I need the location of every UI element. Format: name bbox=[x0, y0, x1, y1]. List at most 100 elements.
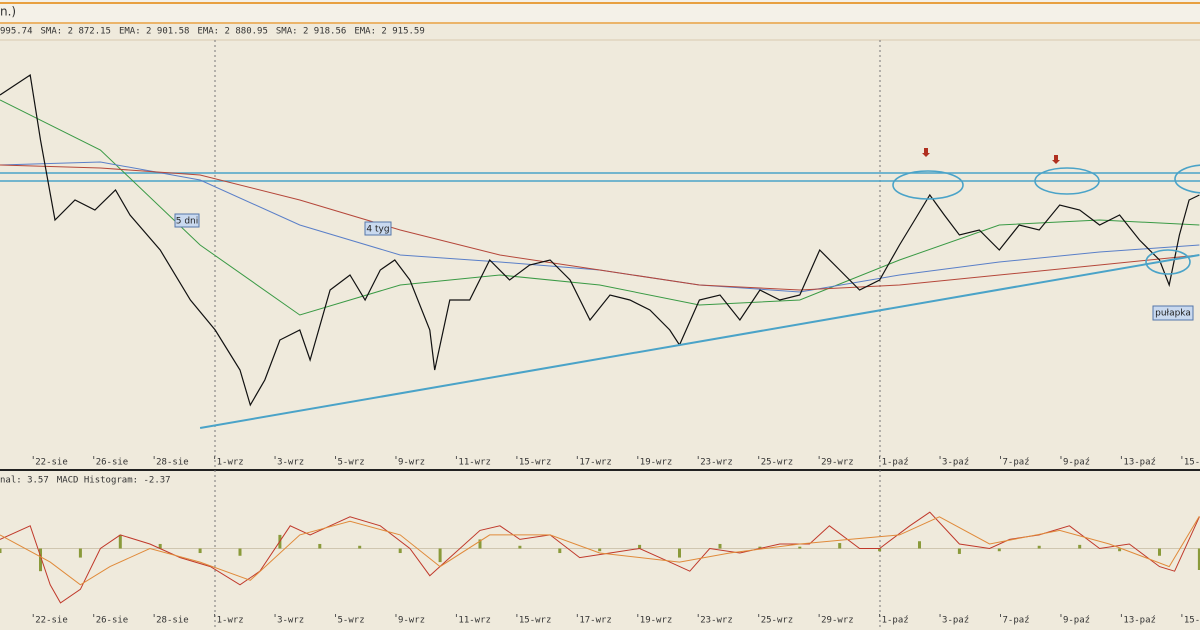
histogram-bar bbox=[838, 543, 842, 549]
histogram-bar bbox=[78, 548, 82, 558]
histogram-bar bbox=[238, 548, 242, 556]
x-tick-label: 9-paź bbox=[1063, 616, 1090, 626]
x-tick-label: 23-wrz bbox=[700, 458, 733, 468]
label-box bbox=[364, 221, 392, 236]
series-line bbox=[0, 99, 1200, 316]
x-tick-label: 1-wrz bbox=[217, 458, 244, 468]
x-tick-label: 15-wrz bbox=[519, 458, 552, 468]
label-box bbox=[1152, 305, 1194, 321]
x-tick-label: 11-wrz bbox=[458, 616, 491, 626]
ellipse bbox=[1034, 167, 1100, 195]
series-line bbox=[0, 164, 1200, 291]
series-line bbox=[0, 515, 1200, 586]
x-tick-label: 13-paź bbox=[1123, 616, 1156, 626]
x-tick-label: 7-paź bbox=[1003, 616, 1030, 626]
x-tick-label: 9-wrz bbox=[398, 458, 425, 468]
indicator-value: SMA: 2 872.15 bbox=[41, 27, 111, 37]
x-tick-label: 28-sie bbox=[156, 458, 189, 468]
x-tick-label: 3-paź bbox=[942, 458, 969, 468]
histogram-bar bbox=[518, 545, 522, 549]
indicator-value: 995.74 bbox=[0, 27, 33, 37]
histogram-bar bbox=[158, 543, 162, 549]
histogram-bar bbox=[718, 543, 722, 549]
trendline bbox=[199, 254, 1200, 429]
histogram-bar bbox=[398, 548, 402, 554]
x-tick-label: 26-sie bbox=[96, 616, 129, 626]
histogram-bar bbox=[0, 548, 2, 554]
arrows bbox=[922, 148, 1060, 164]
histogram-bar bbox=[1037, 545, 1041, 549]
ellipse bbox=[1174, 164, 1200, 194]
indicator-value: SMA: 2 918.56 bbox=[276, 27, 346, 37]
histogram-bar bbox=[358, 545, 362, 549]
x-tick-label: 11-wrz bbox=[458, 458, 491, 468]
title: n.) bbox=[0, 5, 16, 19]
histogram-bar bbox=[1078, 544, 1082, 549]
histogram-bar bbox=[798, 546, 802, 549]
histogram-bar bbox=[1157, 548, 1161, 556]
x-tick-label: 17-wrz bbox=[579, 616, 612, 626]
macd-legend: MACD Histogram: -2.37 bbox=[57, 476, 171, 486]
annotation: 5 dni bbox=[176, 217, 199, 227]
x-tick-label: 9-paź bbox=[1063, 458, 1090, 468]
price-panel: 22-sie 26-sie 28-sie 1-wrz 3-wrz 5-wrz 9-wrz 11… bbox=[0, 73, 1200, 468]
indicator-value: EMA: 2 901.58 bbox=[119, 27, 189, 37]
histogram-bar bbox=[438, 548, 442, 563]
histogram-bar bbox=[917, 541, 921, 549]
ellipse bbox=[892, 170, 964, 200]
x-tick-label: 25-wrz bbox=[761, 458, 794, 468]
x-tick-label: 19-wrz bbox=[640, 616, 673, 626]
indicator-value: EMA: 2 915.59 bbox=[354, 27, 424, 37]
arrow bbox=[1052, 155, 1060, 164]
histogram-bar bbox=[39, 548, 43, 572]
x-tick-label: 22-sie bbox=[35, 458, 68, 468]
arrow bbox=[922, 148, 930, 157]
x-tick-label: 13-paź bbox=[1123, 458, 1156, 468]
x-tick-label: 3-wrz bbox=[277, 458, 304, 468]
histogram-bar bbox=[758, 546, 762, 549]
label-box bbox=[174, 213, 200, 228]
histogram-bar bbox=[478, 539, 482, 549]
histogram-bar bbox=[1118, 548, 1122, 552]
indicator-value: EMA: 2 880.95 bbox=[197, 27, 267, 37]
legend: 995.74 SMA: 2 872.15 EMA: 2 901.58 EMA: 2 8… bbox=[0, 27, 425, 37]
x-tick-label: 26-sie bbox=[96, 458, 129, 468]
histogram-bar bbox=[957, 548, 961, 554]
x-tick-label: 15- bbox=[1184, 616, 1200, 626]
ellipse bbox=[1145, 249, 1191, 275]
histogram-bar bbox=[677, 548, 681, 558]
x-tick-label: 9-wrz bbox=[398, 616, 425, 626]
histogram-bar bbox=[558, 548, 562, 554]
macd-legend: nal: 3.57 bbox=[0, 476, 49, 486]
histogram-bar bbox=[198, 548, 202, 554]
x-tick-label: 15- bbox=[1184, 458, 1200, 468]
series-line bbox=[0, 73, 1200, 407]
histogram-bar bbox=[638, 544, 642, 549]
x-tick-label: 23-wrz bbox=[700, 616, 733, 626]
annotation: 4 tyg bbox=[366, 225, 389, 235]
x-tick-label: 7-paź bbox=[1003, 458, 1030, 468]
annotation: pułapka bbox=[1155, 309, 1191, 319]
x-tick-label: 1-paź bbox=[882, 616, 909, 626]
x-tick-label: 17-wrz bbox=[579, 458, 612, 468]
x-tick-label: 3-paź bbox=[942, 616, 969, 626]
histogram-bar bbox=[878, 548, 882, 552]
x-tick-label: 5-wrz bbox=[338, 616, 365, 626]
histogram-bar bbox=[1197, 548, 1200, 570]
x-tick-label: 5-wrz bbox=[338, 458, 365, 468]
x-tick-label: 22-sie bbox=[35, 616, 68, 626]
x-tick-label: 3-wrz bbox=[277, 616, 304, 626]
x-tick-label: 19-wrz bbox=[640, 458, 673, 468]
x-tick-label: 15-wrz bbox=[519, 616, 552, 626]
histogram-bar bbox=[118, 534, 122, 549]
histogram-bar bbox=[997, 548, 1001, 552]
x-tick-label: 28-sie bbox=[156, 616, 189, 626]
x-tick-label: 29-wrz bbox=[821, 616, 854, 626]
drawings bbox=[892, 164, 1200, 275]
macd-panel: 22-sie 26-sie 28-sie 1-wrz 3-wrz 5-wrz 9-wrz 11… bbox=[0, 476, 1200, 626]
x-tick-label: 1-wrz bbox=[217, 616, 244, 626]
histogram-bar bbox=[598, 548, 602, 552]
x-tick-label: 25-wrz bbox=[761, 616, 794, 626]
